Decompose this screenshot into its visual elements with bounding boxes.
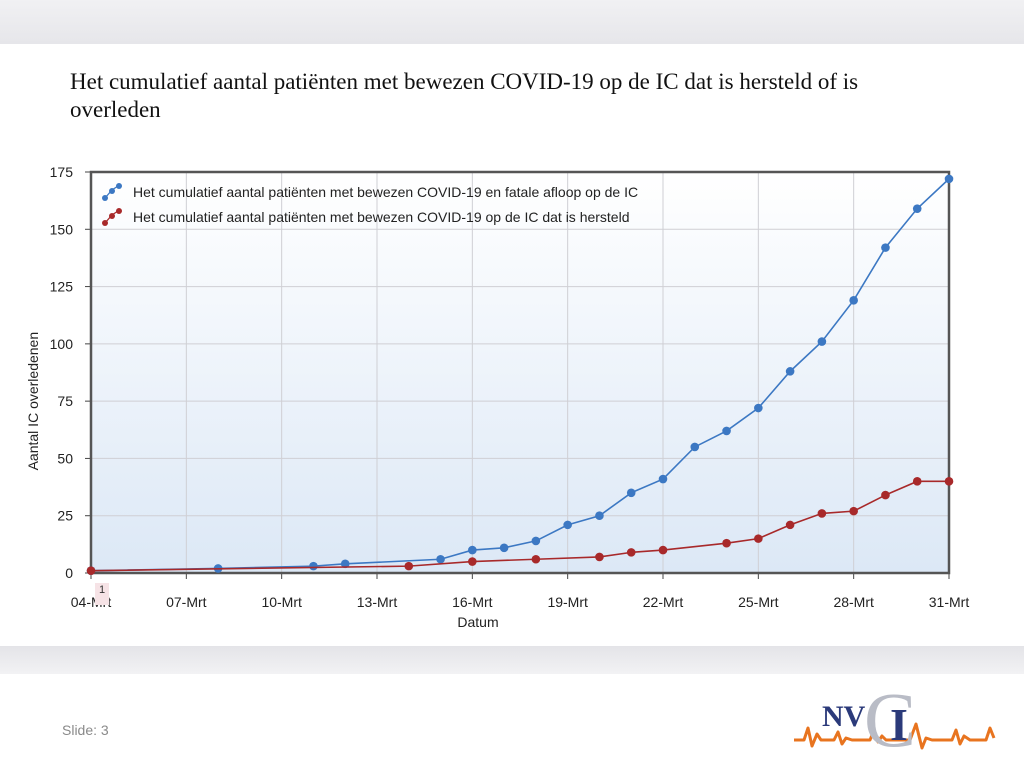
legend-swatch-dot (109, 213, 115, 219)
x-tick-label: 10-Mrt (261, 594, 302, 610)
data-point-series-1 (912, 204, 922, 213)
data-point-series-2 (626, 548, 636, 557)
plot-area (91, 172, 949, 573)
logo-letter-c: C (864, 680, 916, 760)
data-point-series-1 (626, 488, 636, 498)
y-tick-label: 150 (50, 221, 74, 237)
top-band (0, 0, 1024, 44)
data-point-series-2 (531, 554, 541, 564)
legend-label: Het cumulatief aantal patiënten met bewe… (133, 184, 638, 200)
data-point-series-2 (595, 552, 604, 562)
legend-swatch-dot (109, 188, 115, 194)
x-axis-title: Datum (457, 614, 498, 630)
y-tick-label: 50 (57, 450, 73, 466)
x-tick-label: 25-Mrt (738, 594, 779, 610)
legend-swatch-dot (102, 220, 108, 226)
logo-letters-nv: NV (822, 700, 866, 733)
x-tick-label: 22-Mrt (643, 594, 684, 610)
data-point-series-2 (881, 490, 890, 500)
y-tick-label: 0 (65, 565, 73, 581)
slide-number: Slide: 3 (62, 722, 109, 738)
y-tick-label: 100 (50, 336, 74, 352)
data-point-series-1 (309, 561, 318, 571)
data-point-series-2 (785, 520, 795, 530)
y-tick-label: 125 (50, 279, 74, 295)
data-point-series-2 (404, 561, 414, 571)
data-point-series-1 (881, 243, 890, 252)
x-tick-label: 16-Mrt (452, 594, 493, 610)
data-point-series-2 (468, 557, 477, 566)
slide-title: Het cumulatief aantal patiënten met bewe… (70, 69, 859, 122)
bottom-band (0, 646, 1024, 674)
data-point-series-1 (849, 296, 858, 305)
data-point-series-1 (531, 536, 541, 546)
annotation-marker-bg (95, 583, 109, 605)
data-point-series-2 (86, 566, 96, 576)
nvic-logo: C NV I (794, 680, 996, 760)
x-tick-label: 13-Mrt (357, 594, 398, 610)
data-point-series-1 (658, 474, 668, 484)
y-axis-title: Aantal IC overledenen (25, 332, 41, 471)
y-tick-label: 75 (57, 393, 73, 409)
legend-swatch-dot (102, 195, 108, 201)
logo-letter-i: I (890, 699, 908, 750)
data-point-series-2 (658, 545, 668, 555)
data-point-series-1 (340, 559, 350, 569)
data-point-series-2 (817, 509, 827, 518)
y-tick-label: 175 (50, 164, 74, 180)
data-point-series-1 (754, 403, 763, 413)
data-point-series-1 (722, 426, 731, 436)
legend-swatch-dot (116, 183, 122, 189)
data-point-series-1 (817, 337, 827, 346)
legend-item-2: Het cumulatief aantal patiënten met bewe… (102, 208, 630, 226)
legend-item-1: Het cumulatief aantal patiënten met bewe… (102, 183, 638, 201)
annotation-marker-label: 1 (99, 584, 105, 596)
data-point-series-1 (468, 545, 477, 555)
data-point-series-2 (912, 477, 922, 486)
logo-heartbeat-line (794, 722, 996, 750)
data-point-series-2 (849, 506, 858, 516)
data-point-series-2 (754, 534, 763, 543)
data-point-series-2 (722, 538, 731, 548)
data-point-series-1 (690, 442, 700, 452)
data-point-series-1 (436, 554, 445, 564)
x-tick-label: 31-Mrt (929, 594, 970, 610)
x-tick-label: 28-Mrt (833, 594, 874, 610)
data-point-series-1 (944, 174, 954, 184)
legend-label: Het cumulatief aantal patiënten met bewe… (133, 209, 630, 225)
data-point-series-2 (944, 477, 954, 486)
data-point-series-1 (499, 543, 509, 553)
data-point-series-1 (785, 367, 795, 376)
x-tick-label: 19-Mrt (547, 594, 588, 610)
data-point-series-1 (563, 520, 572, 530)
y-tick-label: 25 (57, 508, 73, 524)
plot-frame (89, 170, 951, 575)
legend-swatch-dot (116, 208, 122, 214)
x-tick-label: 07-Mrt (166, 594, 207, 610)
data-point-series-1 (595, 511, 604, 521)
